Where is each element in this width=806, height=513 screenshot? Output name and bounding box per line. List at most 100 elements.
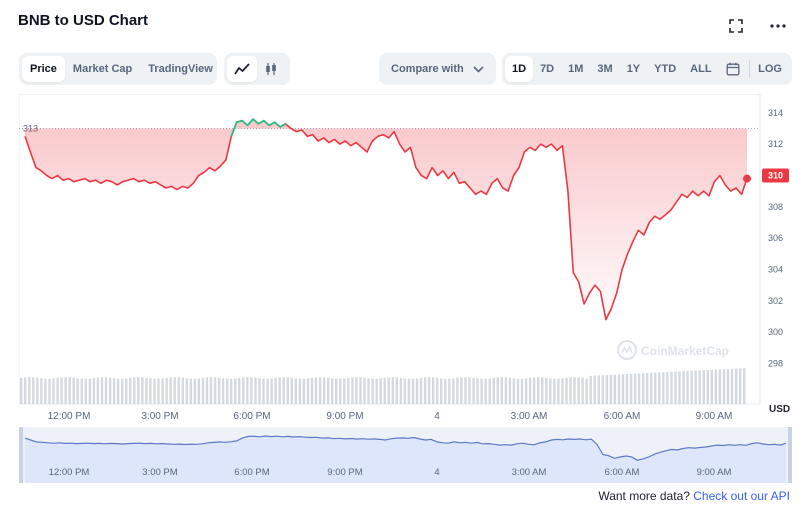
volume-bar — [84, 378, 87, 404]
volume-bar — [80, 378, 83, 404]
volume-bar — [419, 377, 423, 404]
price-area — [25, 119, 747, 320]
range-all[interactable]: ALL — [690, 63, 712, 75]
volume-bar — [282, 377, 285, 404]
y-tick-label: 312 — [768, 139, 783, 149]
x-tick-label: 9:00 AM — [696, 411, 733, 422]
range-1m[interactable]: 1M — [568, 63, 584, 75]
volume-bar — [581, 377, 584, 404]
volume-bar — [464, 377, 467, 404]
time-range-selector: 1D 7D 1M 3M 1Y YTD ALL LOG — [502, 53, 792, 85]
y-axis: 298 300 302 304 306 308 310 312 314 — [768, 108, 783, 369]
volume-bar — [561, 378, 564, 404]
volume-bar — [92, 378, 96, 404]
line-chart-button[interactable] — [227, 56, 257, 82]
price-line — [24, 118, 748, 321]
volume-bar — [371, 378, 374, 404]
volume-bar — [137, 377, 140, 404]
volume-bar — [20, 378, 23, 404]
volume-bar — [646, 373, 649, 404]
currency-label: USD — [769, 404, 790, 415]
volume-bar — [399, 377, 403, 404]
navigator-svg[interactable]: 12:00 PM 3:00 PM 6:00 PM 9:00 PM 4 3:00 AM 6:0… — [19, 427, 792, 483]
navigator-tick-label: 3:00 PM — [142, 467, 177, 478]
volume-bar — [500, 377, 503, 404]
volume-bar — [64, 377, 67, 404]
x-tick-label: 3:00 AM — [511, 411, 548, 422]
volume-bar — [298, 378, 302, 404]
volume-bar — [617, 374, 621, 404]
navigator-area — [25, 436, 786, 483]
volume-bar — [468, 377, 471, 404]
range-divider — [748, 60, 750, 78]
volume-bar — [690, 370, 693, 404]
volume-bar — [278, 377, 281, 404]
compare-with-dropdown[interactable]: Compare with — [379, 53, 496, 85]
expand-icon[interactable] — [728, 18, 744, 34]
volume-bar — [234, 378, 237, 404]
volume-bar — [112, 378, 116, 404]
api-link[interactable]: Check out our API — [693, 489, 790, 503]
volume-bar — [609, 374, 613, 404]
watermark: CoinMarketCap — [617, 340, 729, 360]
y-tick-label: 304 — [768, 264, 783, 274]
price-chart[interactable]: 298 300 302 304 306 308 310 312 314 12:00 PM 3:00… — [18, 93, 792, 424]
view-tabs: Price Market Cap TradingView — [19, 53, 217, 85]
x-tick-label: 3:00 PM — [141, 411, 178, 422]
volume-bar — [359, 377, 362, 404]
volume-bar — [262, 378, 265, 404]
volume-bar — [133, 377, 136, 404]
volume-bar — [670, 371, 673, 404]
range-7d[interactable]: 7D — [540, 63, 555, 75]
volume-bar — [395, 377, 398, 404]
volume-bar — [432, 377, 435, 404]
volume-bar — [379, 378, 382, 404]
range-1d[interactable]: 1D — [505, 56, 534, 82]
volume-bar — [496, 377, 499, 404]
line-chart-icon — [234, 63, 250, 75]
y-tick-label: 314 — [768, 108, 783, 118]
volume-bar — [415, 378, 419, 404]
range-3m[interactable]: 3M — [597, 63, 613, 75]
volume-bar — [484, 378, 487, 404]
volume-bar — [181, 377, 184, 404]
volume-bar — [104, 377, 108, 404]
log-scale-toggle[interactable]: LOG — [758, 63, 782, 75]
tab-market-cap[interactable]: Market Cap — [72, 63, 133, 75]
volume-bar — [68, 377, 71, 404]
header-actions — [728, 18, 786, 34]
price-line-up-segment — [230, 118, 286, 137]
volume-bar — [585, 378, 588, 404]
volume-bar — [367, 378, 370, 404]
volume-bar — [335, 378, 338, 404]
volume-bar — [209, 377, 213, 404]
navigator-handle-right[interactable] — [788, 427, 792, 483]
volume-bar — [650, 372, 653, 404]
more-dots-icon[interactable] — [770, 18, 786, 34]
range-1y[interactable]: 1Y — [626, 63, 641, 75]
navigator-tick-label: 9:00 AM — [697, 467, 732, 478]
volume-bar — [387, 377, 390, 404]
calendar-button[interactable] — [719, 56, 747, 82]
candlestick-button[interactable] — [257, 56, 285, 82]
volume-bar — [242, 377, 245, 404]
volume-bar — [678, 371, 681, 404]
volume-bar — [448, 378, 451, 404]
volume-bar — [290, 377, 293, 404]
navigator-handle-left[interactable] — [19, 427, 23, 483]
volume-bar — [565, 377, 568, 404]
volume-bar — [597, 375, 600, 404]
range-ytd[interactable]: YTD — [654, 63, 677, 75]
volume-bar — [436, 377, 439, 404]
y-tick-label: 298 — [768, 358, 783, 368]
volume-bar — [718, 369, 722, 404]
volume-bar — [327, 377, 330, 404]
volume-bar — [193, 378, 197, 404]
volume-bar — [541, 377, 544, 404]
volume-bar — [743, 368, 746, 404]
volume-bar — [363, 377, 366, 404]
navigator-tick-label: 4 — [434, 467, 439, 478]
navigator-tick-label: 6:00 PM — [234, 467, 269, 478]
tab-tradingview[interactable]: TradingView — [148, 63, 213, 75]
tab-price[interactable]: Price — [22, 56, 65, 82]
